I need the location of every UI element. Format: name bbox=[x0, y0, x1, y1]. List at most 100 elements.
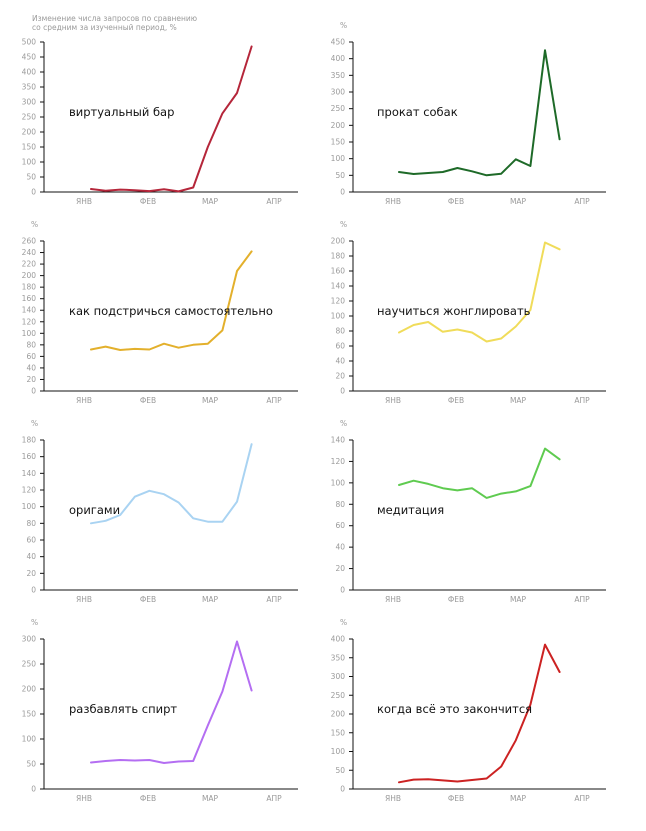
x-tick-label: ФЕВ bbox=[140, 595, 156, 604]
y-tick-label: 50 bbox=[335, 766, 345, 775]
x-tick-label: АПР bbox=[266, 396, 282, 405]
y-tick-label: 350 bbox=[22, 83, 37, 92]
x-tick-label: ФЕВ bbox=[140, 197, 156, 206]
x-tick-label: АПР bbox=[266, 197, 282, 206]
x-tick-label: ЯНВ bbox=[76, 197, 92, 206]
y-tick-label: 200 bbox=[331, 237, 346, 246]
x-tick-label: АПР bbox=[574, 595, 590, 604]
y-tick-label: 180 bbox=[331, 252, 346, 261]
y-tick-label: 200 bbox=[331, 121, 346, 130]
y-tick-label: 0 bbox=[340, 586, 345, 595]
chart-panel: % 0 20 40 60 80 100 120 140 ЯНВ ФЕВ МАР АПР медитация bbox=[331, 419, 606, 604]
chart-panel: % 0 20 40 60 80 100 120 140 160 180 ЯНВ ФЕВ МАР АПР ори… bbox=[22, 419, 298, 604]
series-line bbox=[398, 49, 561, 177]
series-line bbox=[90, 443, 253, 525]
x-tick-label: МАР bbox=[202, 595, 219, 604]
chart-title: оригами bbox=[69, 503, 120, 517]
y-tick-label: 250 bbox=[331, 691, 346, 700]
y-tick-label: 20 bbox=[335, 564, 345, 573]
x-tick-label: ФЕВ bbox=[140, 396, 156, 405]
y-tick-label: 20 bbox=[335, 372, 345, 381]
x-tick-label: МАР bbox=[202, 794, 219, 803]
x-tick-label: ЯНВ bbox=[76, 794, 92, 803]
x-tick-label: ФЕВ bbox=[448, 794, 464, 803]
y-tick-label: 300 bbox=[22, 635, 37, 644]
y-tick-label: 300 bbox=[22, 98, 37, 107]
y-tick-label: 220 bbox=[22, 260, 37, 269]
y-tick-label: 250 bbox=[22, 660, 37, 669]
x-tick-label: ЯНВ bbox=[76, 595, 92, 604]
chart-panel: % 0 50 100 150 200 250 300 350 400 ЯНВ ФЕВ МАР АПР ког… bbox=[331, 618, 606, 803]
y-tick-label: 120 bbox=[331, 457, 346, 466]
chart-panel: % 0 50 100 150 200 250 300 ЯНВ ФЕВ МАР АПР разбавлят… bbox=[22, 618, 298, 803]
x-tick-label: ЯНВ bbox=[385, 396, 401, 405]
y-tick-label: 240 bbox=[22, 248, 37, 257]
y-tick-label: 250 bbox=[331, 104, 346, 113]
y-tick-label: 100 bbox=[331, 312, 346, 321]
y-tick-label: 100 bbox=[22, 735, 37, 744]
y-tick-label: 20 bbox=[26, 569, 36, 578]
y-tick-label: 350 bbox=[331, 653, 346, 662]
y-tick-label: 0 bbox=[31, 188, 36, 197]
y-tick-label: 0 bbox=[31, 387, 36, 396]
x-tick-label: ЯНВ bbox=[385, 197, 401, 206]
y-tick-label: 200 bbox=[22, 271, 37, 280]
y-tick-label: 180 bbox=[22, 436, 37, 445]
x-tick-label: ФЕВ bbox=[140, 794, 156, 803]
series-line bbox=[398, 241, 561, 343]
chart-title: разбавлять спирт bbox=[69, 702, 177, 716]
x-tick-label: ФЕВ bbox=[448, 595, 464, 604]
x-tick-label: АПР bbox=[574, 794, 590, 803]
y-tick-label: 80 bbox=[335, 327, 345, 336]
y-tick-label: 120 bbox=[331, 297, 346, 306]
x-tick-label: АПР bbox=[266, 794, 282, 803]
y-tick-label: 150 bbox=[22, 143, 37, 152]
y-tick-label: 40 bbox=[26, 552, 36, 561]
y-tick-label: 0 bbox=[340, 188, 345, 197]
series-line bbox=[398, 643, 561, 784]
y-tick-label: 0 bbox=[31, 785, 36, 794]
y-tick-label: 180 bbox=[22, 283, 37, 292]
y-tick-label: 80 bbox=[26, 340, 36, 349]
chart-panel: % 0 50 100 150 200 250 300 350 400 450 ЯНВ ФЕВ МАР АПР… bbox=[331, 21, 606, 206]
y-tick-label: 160 bbox=[22, 294, 37, 303]
y-tick-label: 0 bbox=[340, 387, 345, 396]
y-unit-label: % bbox=[31, 220, 38, 229]
chart-panel: % 0 20 40 60 80 100 120 140 160 180 200 220 240 260 ЯНВ… bbox=[22, 220, 298, 405]
y-tick-label: 120 bbox=[22, 486, 37, 495]
y-unit-label: % bbox=[31, 419, 38, 428]
y-tick-label: 400 bbox=[22, 68, 37, 77]
x-tick-label: АПР bbox=[574, 396, 590, 405]
y-tick-label: 100 bbox=[331, 478, 346, 487]
y-unit-label: % bbox=[340, 220, 347, 229]
x-tick-label: ЯНВ bbox=[385, 595, 401, 604]
y-tick-label: 0 bbox=[340, 785, 345, 794]
y-tick-label: 60 bbox=[335, 342, 345, 351]
y-tick-label: 120 bbox=[22, 317, 37, 326]
x-tick-label: МАР bbox=[202, 396, 219, 405]
y-tick-label: 50 bbox=[26, 760, 36, 769]
y-tick-label: 450 bbox=[331, 38, 346, 47]
y-tick-label: 200 bbox=[331, 710, 346, 719]
y-tick-label: 140 bbox=[331, 436, 346, 445]
y-tick-label: 100 bbox=[331, 747, 346, 756]
y-tick-label: 400 bbox=[331, 635, 346, 644]
y-unit-label: % bbox=[340, 21, 347, 30]
subtitle-line: со средним за изученный период, % bbox=[32, 23, 177, 32]
series-line bbox=[398, 447, 561, 499]
x-tick-label: МАР bbox=[510, 396, 527, 405]
chart-title: когда всё это закончится bbox=[377, 702, 532, 716]
y-tick-label: 450 bbox=[22, 53, 37, 62]
chart-panel: 0 50 100 150 200 250 300 350 400 450 500 ЯНВ ФЕВ МАР А… bbox=[22, 38, 298, 206]
x-tick-label: ЯНВ bbox=[76, 396, 92, 405]
chart-panel: % 0 20 40 60 80 100 120 140 160 180 200 ЯНВ ФЕВ МАР АПР… bbox=[331, 220, 606, 405]
y-tick-label: 60 bbox=[335, 521, 345, 530]
y-tick-label: 0 bbox=[31, 586, 36, 595]
y-tick-label: 100 bbox=[331, 154, 346, 163]
x-tick-label: АПР bbox=[574, 197, 590, 206]
x-tick-label: МАР bbox=[510, 794, 527, 803]
x-tick-label: ФЕВ bbox=[448, 396, 464, 405]
y-tick-label: 40 bbox=[335, 543, 345, 552]
y-unit-label: % bbox=[31, 618, 38, 627]
series-line bbox=[90, 45, 253, 193]
